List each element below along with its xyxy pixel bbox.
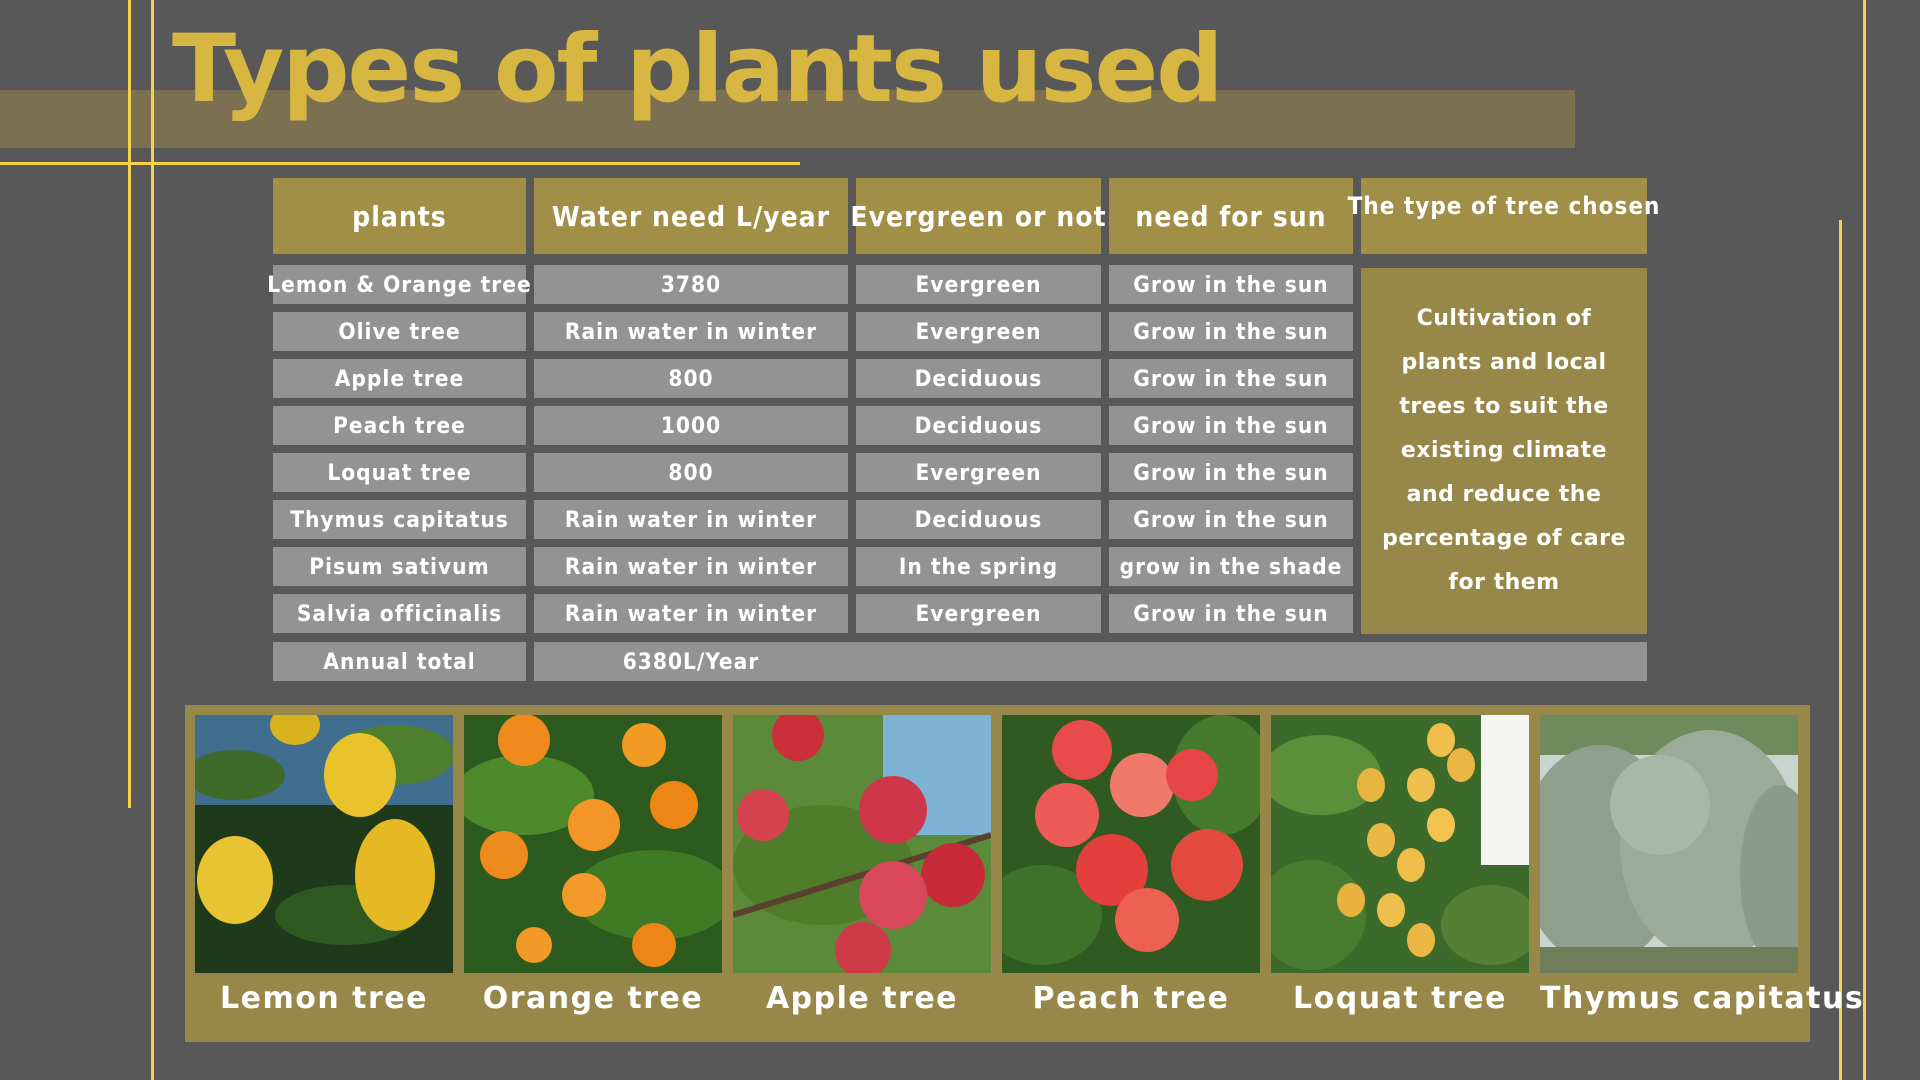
photo-caption: Loquat tree: [1293, 981, 1507, 1016]
row-2-evergreen: Evergreen: [856, 312, 1101, 351]
total-value-row: 6380L/Year: [534, 642, 1647, 681]
row-1-evergreen: Evergreen: [856, 265, 1101, 304]
frame-line-horizontal: [0, 162, 800, 165]
row-7-water: Rain water in winter: [534, 547, 848, 586]
row-4-plant: Peach tree: [273, 406, 526, 445]
row-6-water: Rain water in winter: [534, 500, 848, 539]
row-6-plant: Thymus capitatus: [273, 500, 526, 539]
row-2-water: Rain water in winter: [534, 312, 848, 351]
frame-line-vertical-right: [1839, 220, 1842, 1080]
row-8-plant: Salvia officinalis: [273, 594, 526, 633]
thymus-capitatus-photo: [1540, 715, 1798, 973]
title-band: [0, 90, 1575, 148]
frame-line-vertical-left-2: [151, 0, 154, 1080]
frame-line-vertical-left: [128, 0, 131, 808]
row-1-plant: Lemon & Orange tree: [267, 265, 531, 304]
row-7-evergreen: In the spring: [856, 547, 1101, 586]
row-5-evergreen: Evergreen: [856, 453, 1101, 492]
tree-type-note: Cultivation of plants and local trees to…: [1361, 268, 1647, 634]
photo-caption: Peach tree: [1032, 981, 1230, 1016]
row-4-evergreen: Deciduous: [856, 406, 1101, 445]
row-1-water: 3780: [534, 265, 848, 304]
total-label: Annual total: [273, 642, 526, 681]
apple-tree-photo: [733, 715, 991, 973]
orange-tree-photo: [464, 715, 722, 973]
row-1-sun: Grow in the sun: [1109, 265, 1353, 304]
photo-caption: Thymus capitatus: [1540, 981, 1865, 1016]
row-3-sun: Grow in the sun: [1109, 359, 1353, 398]
loquat-tree-photo: [1271, 715, 1529, 973]
row-2-plant: Olive tree: [273, 312, 526, 351]
total-value: 6380L/Year: [622, 648, 760, 675]
photo-strip: Lemon tree Orange tree: [185, 705, 1865, 1042]
header-sun: need for sun: [1109, 178, 1353, 254]
row-3-water: 800: [534, 359, 848, 398]
header-plants: plants: [273, 178, 526, 254]
photo-caption: Orange tree: [482, 981, 704, 1016]
header-evergreen: Evergreen or not: [850, 178, 1106, 254]
header-water-need: Water need L/year: [534, 178, 848, 254]
header-tree-type: The type of tree chosen: [1348, 178, 1659, 254]
tree-type-note-text: Cultivation of plants and local trees to…: [1382, 306, 1626, 595]
row-2-sun: Grow in the sun: [1109, 312, 1353, 351]
row-8-water: Rain water in winter: [534, 594, 848, 633]
row-5-plant: Loquat tree: [273, 453, 526, 492]
row-5-water: 800: [534, 453, 848, 492]
slide-title: Types of plants used: [172, 15, 1224, 124]
lemon-tree-photo: [195, 715, 453, 973]
peach-tree-photo: [1002, 715, 1260, 973]
row-4-sun: Grow in the sun: [1109, 406, 1353, 445]
row-6-sun: Grow in the sun: [1109, 500, 1353, 539]
row-7-sun: grow in the shade: [1109, 547, 1353, 586]
row-8-sun: Grow in the sun: [1109, 594, 1353, 633]
row-3-plant: Apple tree: [273, 359, 526, 398]
photo-caption: Apple tree: [765, 981, 959, 1016]
photo-caption: Lemon tree: [220, 981, 428, 1016]
frame-line-vertical-right-2: [1863, 0, 1866, 1080]
row-7-plant: Pisum sativum: [273, 547, 526, 586]
row-6-evergreen: Deciduous: [856, 500, 1101, 539]
row-3-evergreen: Deciduous: [856, 359, 1101, 398]
row-4-water: 1000: [534, 406, 848, 445]
row-8-evergreen: Evergreen: [856, 594, 1101, 633]
row-5-sun: Grow in the sun: [1109, 453, 1353, 492]
